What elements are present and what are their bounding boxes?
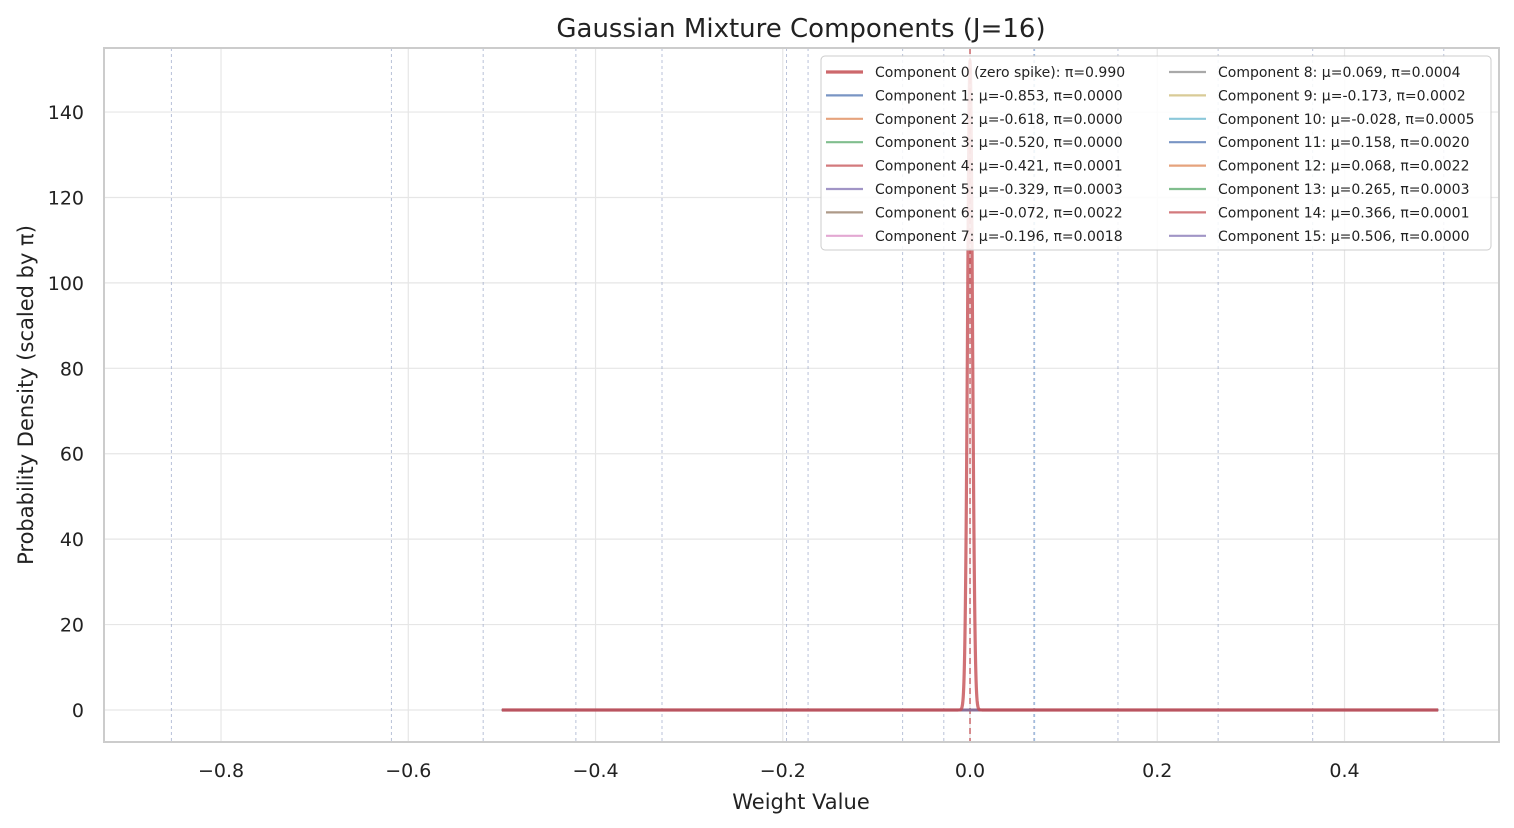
y-tick-label: 140: [48, 102, 84, 124]
x-axis-ticks: −0.8 −0.6 −0.4 −0.2 0.0 0.2 0.4: [198, 760, 1360, 782]
x-tick-label: 0.2: [1142, 760, 1172, 782]
x-tick-label: −0.2: [760, 760, 806, 782]
x-axis-label: Weight Value: [732, 790, 870, 814]
y-tick-label: 20: [60, 615, 84, 637]
legend-entry: Component 11: μ=0.158, π=0.0020: [1218, 135, 1469, 151]
y-tick-label: 0: [72, 700, 84, 722]
y-tick-label: 40: [60, 529, 84, 551]
x-tick-label: 0.4: [1329, 760, 1359, 782]
legend-entry: Component 5: μ=-0.329, π=0.0003: [875, 182, 1123, 198]
legend: Component 0 (zero spike): π=0.990 Compone…: [820, 55, 1492, 251]
y-tick-label: 80: [60, 358, 84, 380]
legend-entry: Component 10: μ=-0.028, π=0.0005: [1218, 112, 1475, 128]
x-tick-label: −0.8: [198, 760, 244, 782]
y-axis-label: Probability Density (scaled by π): [14, 225, 38, 565]
y-tick-label: 100: [48, 273, 84, 295]
legend-entry: Component 14: μ=0.366, π=0.0001: [1218, 205, 1469, 221]
x-tick-label: −0.4: [572, 760, 618, 782]
plot-frame: [103, 47, 1500, 743]
legend-entry: Component 13: μ=0.265, π=0.0003: [1218, 182, 1469, 198]
legend-entry: Component 8: μ=0.069, π=0.0004: [1218, 65, 1461, 81]
legend-entry: Component 12: μ=0.068, π=0.0022: [1218, 159, 1469, 175]
y-tick-label: 60: [60, 444, 84, 466]
y-tick-label: 120: [48, 187, 84, 209]
chart-title: Gaussian Mixture Components (J=16): [556, 14, 1045, 44]
legend-entry: Component 0 (zero spike): π=0.990: [875, 65, 1125, 81]
legend-entry: Component 15: μ=0.506, π=0.0000: [1218, 229, 1469, 245]
legend-entry: Component 3: μ=-0.520, π=0.0000: [875, 135, 1123, 151]
legend-entry: Component 9: μ=-0.173, π=0.0002: [1218, 88, 1466, 104]
grid: [104, 48, 1499, 742]
legend-entry: Component 2: μ=-0.618, π=0.0000: [875, 112, 1123, 128]
legend-entry: Component 7: μ=-0.196, π=0.0018: [875, 229, 1123, 245]
legend-box: [820, 55, 1492, 251]
x-tick-label: 0.0: [955, 760, 985, 782]
legend-entry: Component 1: μ=-0.853, π=0.0000: [875, 88, 1123, 104]
x-tick-label: −0.6: [385, 760, 431, 782]
y-axis-ticks: 0 20 40 60 80 100 120 140: [48, 102, 84, 722]
legend-entry: Component 4: μ=-0.421, π=0.0001: [875, 159, 1123, 175]
legend-entry: Component 6: μ=-0.072, π=0.0022: [875, 205, 1123, 221]
